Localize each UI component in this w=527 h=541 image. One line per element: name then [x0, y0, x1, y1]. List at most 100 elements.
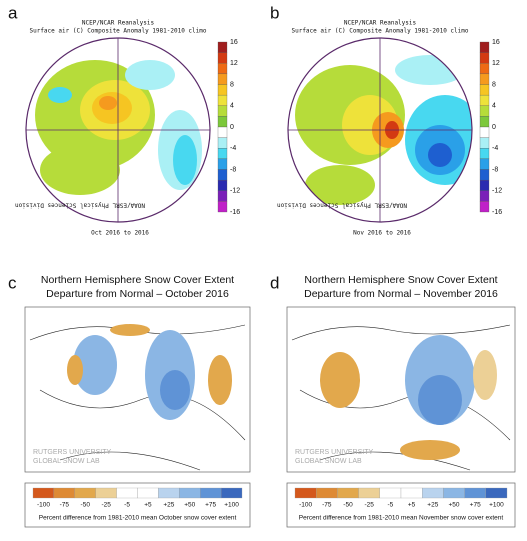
colorbar-label: -12	[492, 188, 502, 195]
colorbar-segment	[217, 169, 228, 181]
legend-label: +25	[427, 502, 438, 509]
colorbar-segment	[217, 63, 228, 75]
colorbar-segment	[479, 52, 490, 64]
panel-letter: c	[8, 273, 17, 292]
colorbar-label: 8	[492, 81, 496, 88]
legend-label: -5	[124, 502, 130, 509]
legend-swatch	[158, 487, 180, 499]
colorbar-segment	[217, 116, 228, 128]
colorbar-segment	[217, 84, 228, 96]
legend-swatch	[74, 487, 96, 499]
colorbar-label: 12	[492, 60, 500, 67]
colorbar-label: -12	[230, 188, 240, 195]
legend-label: +5	[408, 502, 416, 509]
legend-swatch	[200, 487, 222, 499]
legend-label: -50	[81, 502, 91, 509]
credit: NOAA/ESRL Physical Sciences Division	[277, 202, 407, 209]
legend-box	[24, 482, 251, 528]
colorbar-segment	[217, 73, 228, 85]
legend-swatch	[400, 487, 423, 499]
colorbar-label: 16	[492, 39, 500, 46]
legend-box	[286, 482, 516, 528]
panel-letter: d	[270, 273, 279, 292]
colorbar-segment	[217, 201, 228, 213]
legend-swatch	[485, 487, 508, 499]
colorbar-label: 16	[230, 39, 238, 46]
legend-caption: Percent difference from 1981-2010 mean N…	[299, 515, 504, 522]
colorbar-segment	[479, 137, 490, 149]
colorbar-label: -16	[492, 209, 502, 216]
colorbar-segment	[217, 94, 228, 106]
map-header: Surface air (C) Composite Anomaly 1981-2…	[291, 28, 468, 35]
legend-label: -75	[322, 502, 332, 509]
legend-swatch	[32, 487, 55, 499]
legend-swatch	[116, 487, 138, 499]
colorbar-label: -4	[230, 145, 236, 152]
legend-swatch	[358, 487, 380, 499]
colorbar-segment	[479, 84, 490, 96]
colorbar-label: 4	[492, 103, 496, 110]
legend-label: -75	[60, 502, 70, 509]
legend-label: -25	[364, 502, 374, 509]
legend-label: +100	[489, 502, 504, 509]
map-header: Surface air (C) Composite Anomaly 1981-2…	[29, 28, 206, 35]
legend-swatch	[53, 487, 75, 499]
map-title: Departure from Normal – October 2016	[46, 288, 229, 300]
colorbar-label: -16	[230, 209, 240, 216]
legend-label: +50	[448, 502, 459, 509]
watermark: GLOBAL SNOW LAB	[295, 458, 362, 465]
legend-label: +75	[205, 502, 216, 509]
colorbar-segment	[479, 179, 490, 191]
snow-map-d	[291, 324, 511, 471]
map-header: NCEP/NCAR Reanalysis	[82, 20, 155, 27]
colorbar-label: -8	[230, 166, 236, 173]
map-header: NCEP/NCAR Reanalysis	[344, 20, 417, 27]
colorbar-segment	[217, 126, 228, 138]
legend-label: -50	[343, 502, 353, 509]
map-title: Northern Hemisphere Snow Cover Extent	[41, 274, 234, 286]
legend-swatch	[220, 487, 243, 499]
legend-label: -25	[101, 502, 111, 509]
legend-swatch	[294, 487, 317, 499]
colorbar-segment	[479, 63, 490, 75]
legend-label: +5	[144, 502, 152, 509]
legend-swatch	[464, 487, 486, 499]
colorbar-segment	[479, 73, 490, 85]
map-title: Northern Hemisphere Snow Cover Extent	[304, 274, 497, 286]
legend-label: +25	[163, 502, 174, 509]
colorbar-segment	[217, 179, 228, 191]
legend-label: -100	[37, 502, 50, 509]
legend-label: -100	[299, 502, 312, 509]
legend-label: +75	[470, 502, 481, 509]
legend-swatch	[337, 487, 359, 499]
colorbar-segment	[479, 169, 490, 181]
colorbar-label: 4	[230, 103, 234, 110]
colorbar-label: 0	[230, 124, 234, 131]
watermark: GLOBAL SNOW LAB	[33, 458, 100, 465]
legend-swatch	[179, 487, 201, 499]
colorbar-segment	[479, 158, 490, 170]
colorbar-label: 8	[230, 81, 234, 88]
colorbar-segment	[217, 52, 228, 64]
colorbar-segment	[479, 41, 490, 53]
legend-caption: Percent difference from 1981-2010 mean O…	[39, 515, 237, 522]
credit: NOAA/ESRL Physical Sciences Division	[15, 202, 145, 209]
colorbar-label: 12	[230, 60, 238, 67]
legend-label: +50	[184, 502, 195, 509]
watermark: RUTGERS UNIVERSITY	[33, 449, 112, 456]
watermark: RUTGERS UNIVERSITY	[295, 449, 374, 456]
colorbar-segment	[217, 137, 228, 149]
colorbar-label: -4	[492, 145, 498, 152]
legend-swatch	[95, 487, 117, 499]
colorbar-segment	[217, 190, 228, 202]
colorbar-segment	[479, 190, 490, 202]
panel-letter: b	[270, 3, 279, 22]
colorbar-segment	[479, 116, 490, 128]
legend-swatch	[379, 487, 402, 499]
legend-swatch	[316, 487, 338, 499]
legend-swatch	[443, 487, 465, 499]
legend-swatch	[137, 487, 159, 499]
colorbar-segment	[479, 94, 490, 106]
colorbar-segment	[217, 41, 228, 53]
legend-swatch	[422, 487, 444, 499]
